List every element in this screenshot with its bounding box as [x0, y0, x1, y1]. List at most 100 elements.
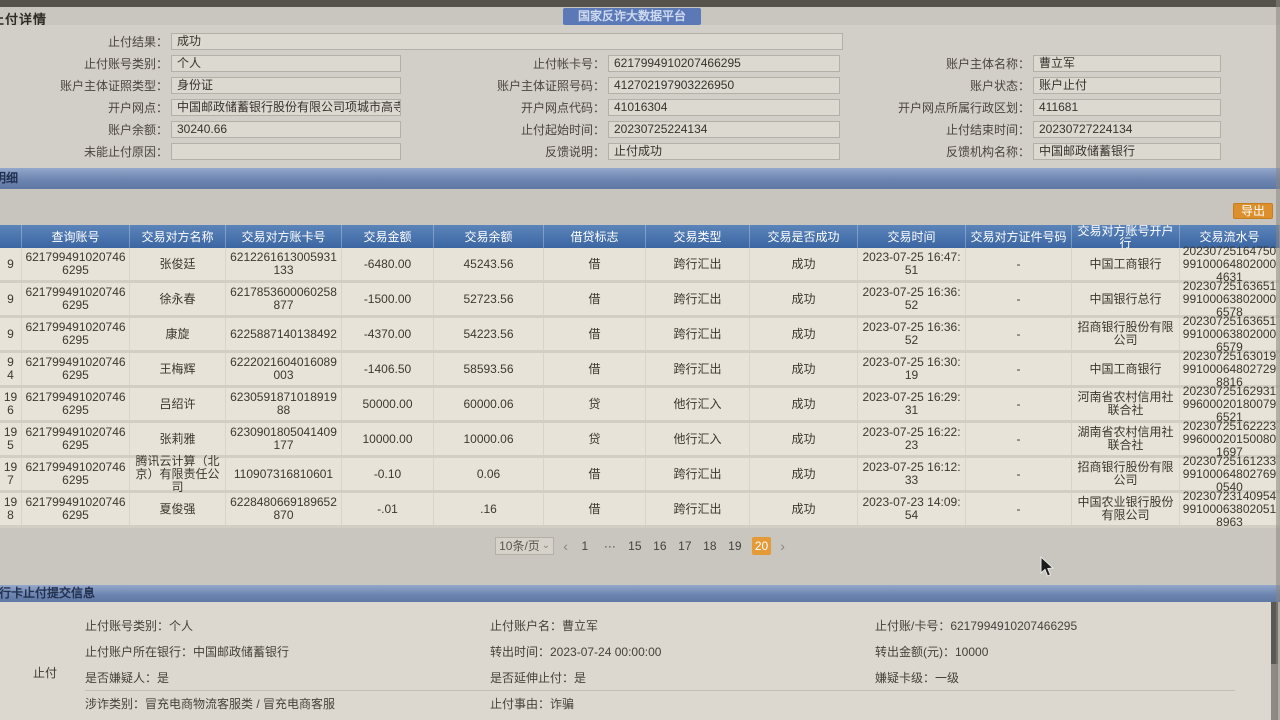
table-cell: 贷 [544, 423, 646, 455]
column-header[interactable]: 交易类型 [646, 225, 750, 248]
column-header[interactable]: 交易对方证件号码 [966, 225, 1072, 248]
table-cell: 成功 [750, 283, 858, 315]
table-cell: 6217994910207466295 [22, 318, 130, 350]
table-cell: 借 [544, 248, 646, 280]
page-number-17[interactable]: 17 [678, 539, 692, 553]
prev-page-button[interactable]: ‹ [563, 538, 568, 554]
table-cell: - [966, 248, 1072, 280]
table-cell: 6217994910207466295 [22, 248, 130, 280]
table-cell: - [966, 493, 1072, 525]
table-cell: 他行汇入 [646, 388, 750, 420]
table-cell: 6217994910207466295 [22, 458, 130, 490]
table-row[interactable]: 19 6 6217994910207466295 吕绍许 62305918710189… [0, 384, 1280, 423]
field-value: 412702197903226950 [608, 76, 840, 94]
table-cell: 招商银行股份有限公司 [1072, 458, 1180, 490]
table-cell: - [966, 388, 1072, 420]
table-cell: 中国工商银行 [1072, 353, 1180, 385]
page-ellipsis: ··· [603, 539, 616, 553]
table-cell: 2023-07-25 16:29:31 [858, 388, 966, 420]
column-header[interactable]: 交易时间 [858, 225, 966, 248]
field-label: 账户状态： [969, 78, 1030, 93]
table-cell: - [966, 458, 1072, 490]
table-cell: 中国工商银行 [1072, 248, 1180, 280]
scrollbar-thumb[interactable] [1271, 602, 1278, 664]
table-row[interactable]: 9 6217994910207466295 张俊廷 62122616130059311… [0, 244, 1280, 283]
field-label: 止付起始时间： [520, 122, 605, 137]
page-number-1[interactable]: 1 [581, 539, 589, 553]
table-cell: -0.10 [342, 458, 434, 490]
column-header[interactable]: 交易对方账卡号 [226, 225, 342, 248]
column-header[interactable]: 交易金额 [342, 225, 434, 248]
table-cell: 20230725163019991000648027298816 [1180, 349, 1280, 388]
table-cell: 6217994910207466295 [22, 423, 130, 455]
submission-field: 转出金额(元)：10000 [875, 644, 989, 659]
table-cell: 50000.00 [342, 388, 434, 420]
row-id-clipped: 9 [0, 283, 22, 315]
table-cell: 2023-07-25 16:12:33 [858, 458, 966, 490]
page-number-16[interactable]: 16 [653, 539, 667, 553]
table-cell: 6225887140138492 [226, 318, 342, 350]
table-row[interactable]: 19 5 6217994910207466295 张莉雅 62309018050414… [0, 419, 1280, 458]
field-label: 止付结果： [107, 34, 168, 49]
page-number-18[interactable]: 18 [703, 539, 717, 553]
table-cell: 借 [544, 353, 646, 385]
submission-section-bar: 银行卡止付提交信息 [0, 585, 1280, 602]
table-cell: 6217994910207466295 [22, 353, 130, 385]
table-cell: 跨行汇出 [646, 353, 750, 385]
pagination: 10条/页 ⌄ ‹ 1 ··· 15 16 17 18 19 20 › [0, 533, 1280, 559]
table-cell: 成功 [750, 248, 858, 280]
table-row[interactable]: 9 4 6217994910207466295 王梅辉 622202160401608… [0, 349, 1280, 388]
table-cell: 6228480669189652870 [226, 493, 342, 525]
table-row[interactable]: 19 7 6217994910207466295 腾讯云计算（北京）有限责任公司 11… [0, 454, 1280, 493]
column-header[interactable]: 交易是否成功 [750, 225, 858, 248]
next-page-button[interactable]: › [780, 538, 785, 554]
table-cell: 借 [544, 318, 646, 350]
field-value: 30240.66 [171, 120, 401, 138]
scrollbar[interactable] [1271, 602, 1278, 720]
page-number-15[interactable]: 15 [628, 539, 642, 553]
table-cell: 中国银行总行 [1072, 283, 1180, 315]
submission-panel: 止付 止付账号类别：个人 止付账户名：曹立军 止付账/卡号：621799491020… [0, 602, 1280, 720]
column-header[interactable]: 交易对方名称 [130, 225, 226, 248]
detail-row: 止付账号类别： 个人 止付帐卡号： 6217994910207466295 账户… [0, 52, 1280, 74]
table-row[interactable]: 9 6217994910207466295 徐永春 62178536000602588… [0, 279, 1280, 318]
row-id-clipped: 9 [0, 318, 22, 350]
field-label: 止付账号类别： [83, 56, 168, 71]
table-cell: 2023-07-25 16:36:52 [858, 318, 966, 350]
table-cell: 58593.56 [434, 353, 544, 385]
table-row[interactable]: 19 8 6217994910207466295 夏俊强 62284806691896… [0, 489, 1280, 528]
column-header[interactable]: 交易对方账号开户行 [1072, 225, 1180, 249]
table-cell: 他行汇入 [646, 423, 750, 455]
table-cell: 腾讯云计算（北京）有限责任公司 [130, 454, 226, 493]
page-number-20[interactable]: 20 [751, 537, 772, 555]
column-header[interactable]: 借贷标志 [544, 225, 646, 248]
table-cell: 跨行汇出 [646, 283, 750, 315]
transactions-section-bar: 明细 [0, 168, 1280, 189]
column-header[interactable]: 交易余额 [434, 225, 544, 248]
field-label: 开户网点： [107, 100, 168, 115]
row-id-clipped: 19 6 [0, 388, 22, 420]
table-cell: .16 [434, 493, 544, 525]
table-row[interactable]: 9 6217994910207466295 康旋 6225887140138492 -4… [0, 314, 1280, 353]
export-button[interactable]: 导出 [1232, 203, 1273, 219]
column-header-clipped [0, 225, 22, 248]
table-cell: 借 [544, 458, 646, 490]
field-value: 41016304 [608, 98, 840, 116]
table-cell: -1500.00 [342, 283, 434, 315]
table-cell: 夏俊强 [130, 493, 226, 525]
screen-right-edge [1276, 0, 1280, 720]
page-size-select[interactable]: 10条/页 ⌄ [495, 537, 555, 555]
field-label: 开户网点所属行政区划： [897, 100, 1030, 115]
table-cell: 张莉雅 [130, 423, 226, 455]
table-cell: 623059187101891988 [226, 388, 342, 420]
field-value: 个人 [171, 54, 401, 72]
page-number-19[interactable]: 19 [728, 539, 742, 553]
table-cell: 贷 [544, 388, 646, 420]
submission-field: 止付事由：诈骗 [490, 697, 575, 711]
table-cell: 20230725163651991000638020006579 [1180, 314, 1280, 353]
column-header[interactable]: 查询账号 [22, 225, 130, 248]
table-cell: 20230725163651991000638020006578 [1180, 279, 1280, 318]
submission-row: 涉诈类别：冒充电商物流客服类 / 冒充电商客服 止付事由：诈骗 [85, 690, 1235, 716]
table-cell: 跨行汇出 [646, 318, 750, 350]
titlebar: 止付详情 国家反诈大数据平台 [0, 7, 1280, 27]
